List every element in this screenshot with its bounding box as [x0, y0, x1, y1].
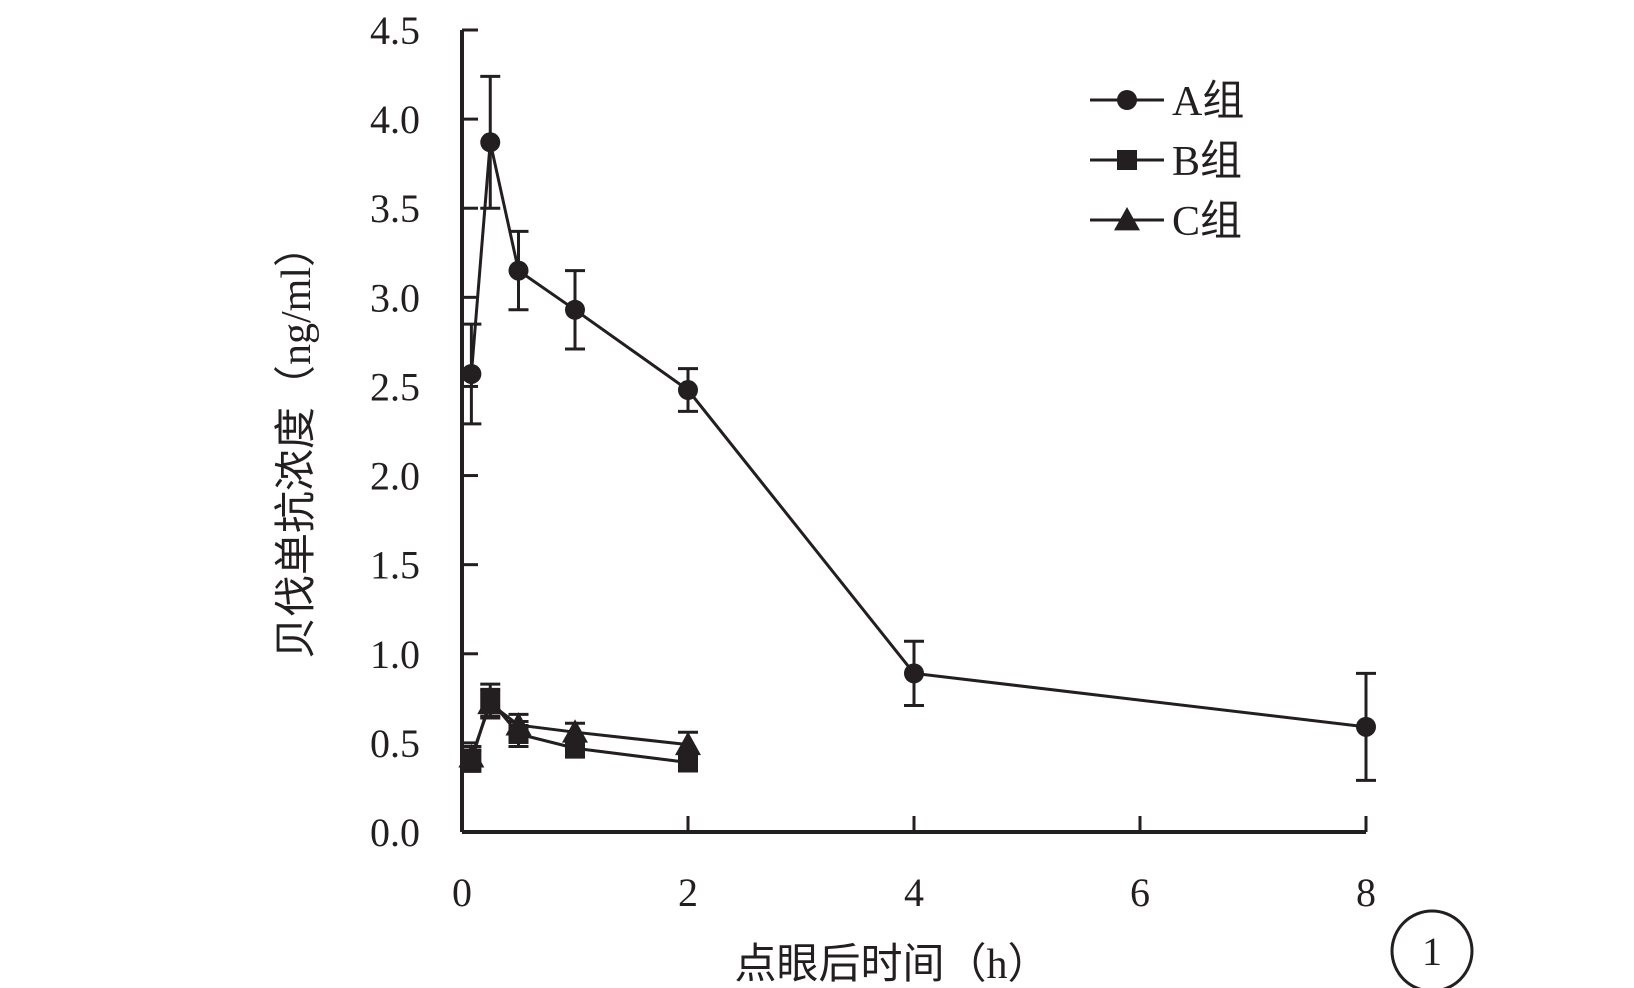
y-tick-label: 4.0	[370, 97, 420, 142]
legend-label: B组	[1172, 139, 1242, 185]
data-point	[461, 363, 482, 384]
x-tick-label: 4	[904, 870, 924, 915]
series-layer	[458, 74, 1376, 782]
data-point	[508, 260, 529, 281]
data-point	[458, 744, 485, 768]
y-ticks: 0.0 0.5 1.0 1.5 2.0 2.5 3.0 3.5 4.0 4.5	[370, 8, 478, 855]
x-tick-label: 8	[1356, 870, 1376, 915]
data-point	[675, 731, 701, 756]
data-point	[562, 719, 588, 743]
x-tick-label: 0	[452, 870, 472, 915]
x-axis-title: 点眼后时间（h）	[734, 942, 1049, 988]
data-point	[678, 380, 698, 401]
y-tick-label: 2.5	[370, 364, 420, 409]
legend-marker	[1117, 150, 1137, 170]
legend-label: C组	[1172, 199, 1242, 245]
data-point	[505, 712, 532, 736]
data-point	[904, 663, 924, 684]
legend-marker	[1114, 207, 1140, 231]
data-point	[565, 299, 585, 320]
x-tick-label: 2	[678, 870, 698, 915]
y-tick-label: 1.5	[370, 543, 420, 588]
legend-label: A组	[1172, 79, 1244, 125]
legend-marker	[1117, 90, 1137, 110]
y-tick-label: 1.0	[370, 632, 420, 677]
panel-label-circle	[1390, 909, 1474, 988]
panel-label-group: 1	[1390, 909, 1474, 988]
series-1	[461, 74, 1376, 782]
y-tick-label: 2.0	[370, 454, 420, 499]
x-ticks: 0 2 4 6 8	[452, 816, 1376, 915]
y-tick-label: 0.0	[370, 810, 420, 855]
y-tick-label: 3.5	[370, 186, 420, 231]
legend-item: B组	[1090, 139, 1242, 185]
legend: A组 B组 C组	[1090, 79, 1244, 245]
y-axis-title: 贝伐单抗浓度（ng/ml）	[273, 225, 320, 659]
y-tick-label: 4.5	[370, 8, 420, 53]
data-point	[565, 738, 585, 759]
y-tick-label: 0.5	[370, 721, 420, 766]
data-point	[1356, 716, 1376, 737]
panel-label: 1	[1422, 929, 1442, 974]
legend-item: A组	[1090, 79, 1244, 125]
series-3	[458, 687, 701, 770]
y-tick-label: 3.0	[370, 275, 420, 320]
x-tick-label: 6	[1130, 870, 1150, 915]
legend-item: C组	[1090, 199, 1242, 245]
data-point	[480, 132, 501, 153]
data-point	[477, 690, 504, 715]
